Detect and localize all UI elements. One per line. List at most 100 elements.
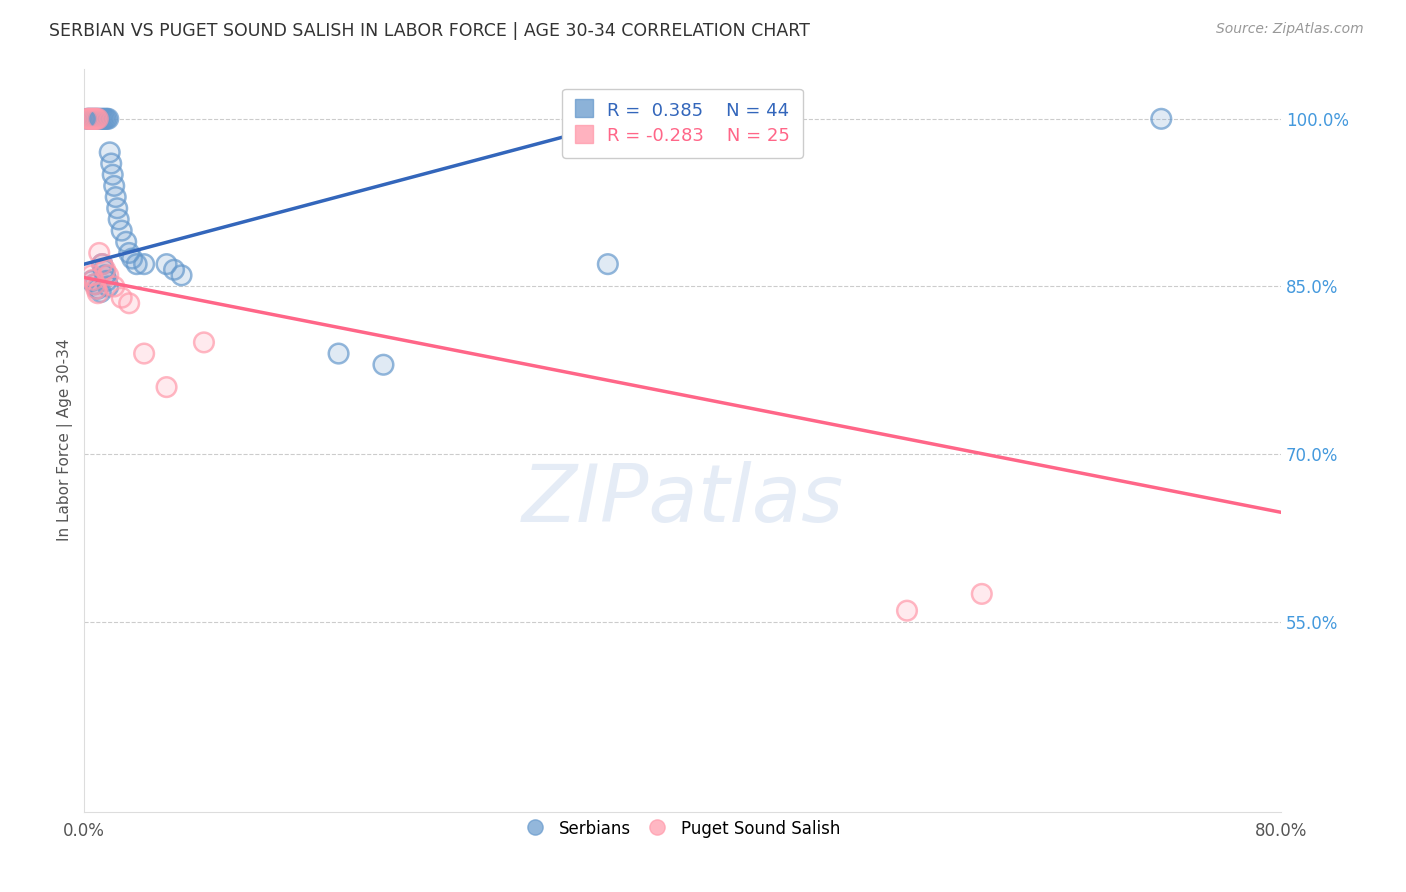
Point (79, 112, 101, 126)
Text: Source: ZipAtlas.com: Source: ZipAtlas.com (1216, 22, 1364, 37)
Point (97, 279, 120, 293)
Point (193, 335, 215, 350)
Point (82, 112, 104, 126)
Point (103, 178, 125, 193)
Point (111, 291, 134, 305)
Point (91, 257, 114, 271)
Point (91, 112, 114, 126)
Point (93, 262, 115, 277)
Point (170, 268, 193, 283)
Point (90, 285, 112, 299)
Point (596, 257, 619, 271)
Point (89, 112, 111, 126)
Text: ZIPatlas: ZIPatlas (522, 460, 844, 539)
Point (328, 346, 350, 360)
Point (970, 587, 993, 601)
Point (328, 346, 350, 360)
Point (155, 380, 177, 394)
Point (96, 274, 118, 288)
Text: SERBIAN VS PUGET SOUND SALISH IN LABOR FORCE | AGE 30-34 CORRELATION CHART: SERBIAN VS PUGET SOUND SALISH IN LABOR F… (49, 22, 810, 40)
Point (97, 279, 120, 293)
Point (87, 112, 110, 126)
Point (93, 262, 115, 277)
Point (77, 112, 100, 126)
Point (100, 156, 122, 170)
Point (121, 252, 143, 266)
Point (79, 112, 101, 126)
Point (107, 212, 129, 227)
Point (121, 252, 143, 266)
Point (80, 274, 103, 288)
Point (87, 112, 110, 126)
Point (1150, 112, 1173, 126)
Point (97, 268, 120, 283)
Point (83, 112, 105, 126)
Point (87, 112, 110, 126)
Point (91, 257, 114, 271)
Point (82, 273, 104, 287)
Point (87, 282, 110, 296)
Point (96, 112, 118, 126)
Point (96, 112, 118, 126)
Point (97, 112, 120, 126)
Point (97, 112, 120, 126)
Point (83, 277, 105, 292)
Point (90, 112, 112, 126)
Point (77, 112, 100, 126)
Point (93, 112, 115, 126)
Point (170, 268, 193, 283)
Point (104, 190, 127, 204)
Point (105, 201, 128, 215)
Point (111, 291, 134, 305)
Point (101, 168, 124, 182)
Point (83, 277, 105, 292)
Point (87, 286, 110, 301)
Point (87, 112, 110, 126)
Point (100, 156, 122, 170)
Point (89, 246, 111, 260)
Point (84, 112, 107, 126)
Point (115, 235, 138, 249)
Point (125, 257, 148, 271)
Point (97, 268, 120, 283)
Point (89, 112, 111, 126)
Point (83, 112, 105, 126)
Point (111, 224, 134, 238)
Point (98, 145, 121, 160)
Point (84, 112, 107, 126)
Point (84, 282, 107, 296)
Point (103, 279, 125, 293)
Point (80, 112, 103, 126)
Point (82, 112, 104, 126)
Point (91, 257, 114, 271)
Point (80, 268, 103, 283)
Point (77, 112, 100, 126)
Point (134, 346, 156, 360)
Point (96, 274, 118, 288)
Point (103, 178, 125, 193)
Point (94, 112, 117, 126)
Point (77, 112, 100, 126)
Point (89, 246, 111, 260)
Point (80, 274, 103, 288)
Point (82, 112, 104, 126)
Point (80, 112, 103, 126)
Point (84, 112, 107, 126)
Point (118, 296, 141, 310)
Point (896, 604, 918, 618)
Point (90, 112, 112, 126)
Point (94, 262, 117, 277)
Point (103, 279, 125, 293)
Point (94, 112, 117, 126)
Point (125, 257, 148, 271)
Point (82, 112, 104, 126)
Point (118, 246, 141, 260)
Point (79, 112, 101, 126)
Point (83, 112, 105, 126)
Point (80, 268, 103, 283)
Point (193, 335, 215, 350)
Point (155, 380, 177, 394)
Point (1150, 112, 1173, 126)
Point (104, 190, 127, 204)
Point (107, 212, 129, 227)
